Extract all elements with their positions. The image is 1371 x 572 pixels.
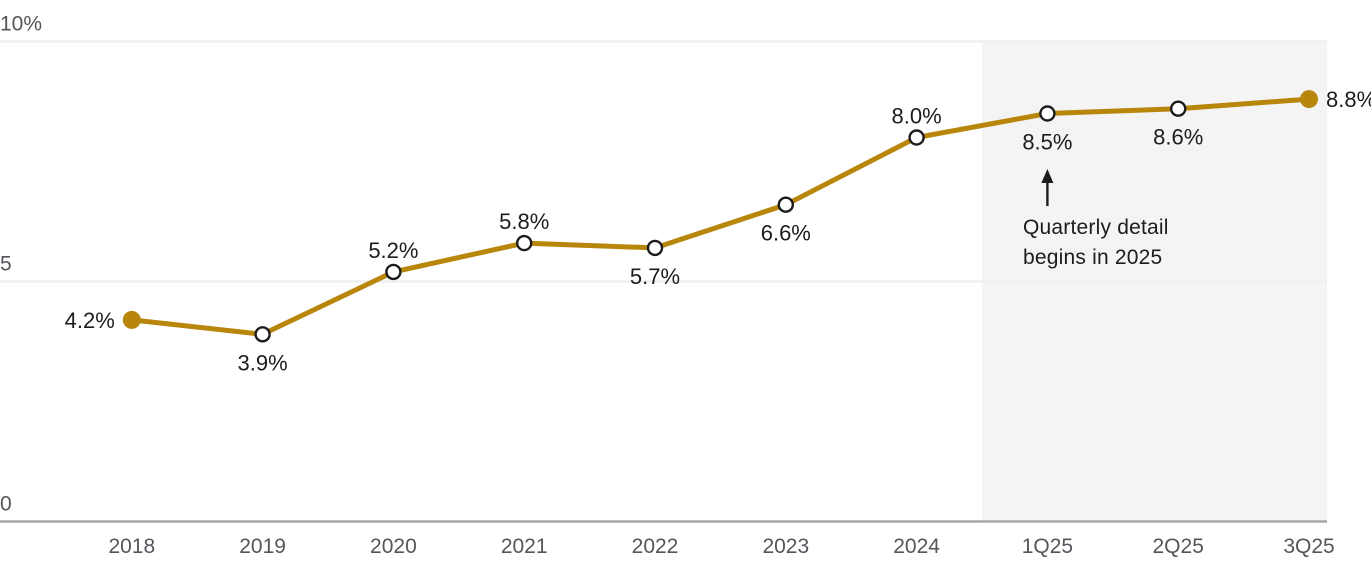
data-label: 5.7% (630, 264, 680, 289)
data-label: 5.2% (368, 238, 418, 263)
data-point-marker-filled (122, 310, 141, 329)
data-label: 5.8% (499, 209, 549, 234)
data-line (129, 96, 1312, 337)
x-tick-label: 3Q25 (1283, 535, 1334, 558)
data-point-marker-open (1169, 100, 1187, 117)
x-tick-label: 2019 (239, 535, 286, 558)
data-point-marker-open (777, 196, 794, 213)
data-label: 8.6% (1153, 125, 1203, 150)
annotation-arrow-head (1041, 169, 1054, 183)
x-tick-label: 2Q25 (1153, 535, 1204, 558)
data-label: 8.8% (1326, 87, 1371, 112)
data-label: 3.9% (238, 350, 288, 375)
data-point-marker-open (1039, 105, 1056, 122)
x-tick-label: 2018 (108, 535, 155, 558)
data-point-marker-filled (1300, 90, 1318, 109)
y-tick-label: 5 (0, 253, 12, 276)
x-tick-label: 2023 (762, 535, 809, 558)
data-point-marker-open (646, 239, 664, 257)
y-tick-label: 0 (0, 493, 12, 516)
annotation-line-1: Quarterly detail (1023, 216, 1169, 239)
data-point-marker-open (254, 326, 271, 343)
data-point-marker-open (908, 129, 925, 146)
data-point-marker-open (516, 234, 533, 252)
data-label: 6.6% (761, 221, 811, 246)
data-label: 8.5% (1022, 130, 1072, 155)
data-point-marker-open (385, 263, 402, 281)
x-tick-label: 2024 (893, 535, 940, 558)
data-label: 4.2% (65, 308, 115, 333)
annotation-quarterly-detail: Quarterly detail begins in 2025 (1023, 213, 1169, 273)
x-tick-label: 2020 (370, 535, 417, 558)
x-tick-label: 1Q25 (1022, 535, 1073, 558)
data-label: 8.0% (892, 104, 942, 129)
x-tick-label: 2022 (632, 535, 679, 558)
y-tick-label: 10% (0, 13, 42, 36)
x-tick-label: 2021 (501, 535, 548, 558)
annotation-line-2: begins in 2025 (1023, 246, 1163, 269)
